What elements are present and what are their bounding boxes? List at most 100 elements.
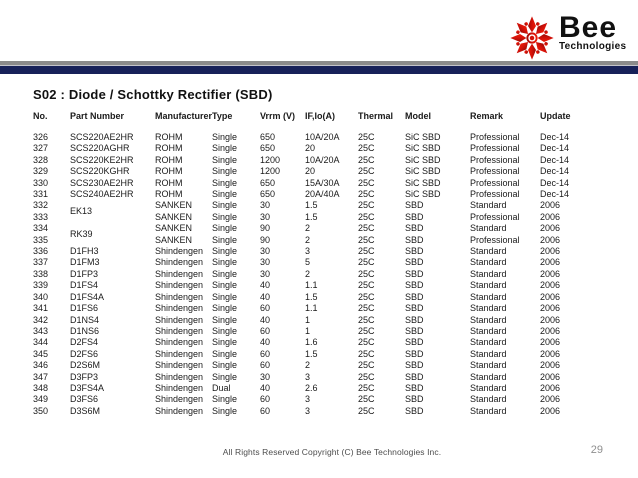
table-row: 331 SCS240AE2HR ROHM Single 650 20A/40A 25C SiC…	[33, 189, 600, 200]
cell-no: 336	[33, 246, 49, 257]
cell-thermal: 25C	[358, 371, 375, 382]
cell-update: 2006	[540, 360, 561, 371]
cell-update: 2006	[540, 246, 561, 257]
cell-type: Single	[212, 143, 238, 154]
cell-remark: Standard	[470, 325, 507, 336]
cell-update: Dec-14	[540, 177, 570, 188]
table-row: 340 D1FS4A Shindengen Single 40 1.5 25C SBD Stan…	[33, 292, 600, 303]
cell-no: 328	[33, 154, 49, 165]
cell-if_io: 3	[305, 394, 311, 405]
cell-update: 2006	[540, 325, 561, 336]
table-row: 330 SCS230AE2HR ROHM Single 650 15A/30A 25C SiC…	[33, 178, 600, 189]
cell-if_io: 2	[305, 268, 311, 279]
cell-vrrm: 30	[260, 257, 271, 268]
cell-type: Single	[212, 303, 238, 314]
cell-part: D1NS6	[70, 325, 100, 336]
cell-update: 2006	[540, 291, 561, 302]
cell-part: D3FP3	[70, 371, 99, 382]
column-header: No.	[33, 111, 48, 121]
table-row: 343 D1NS6 Shindengen Single 60 1 25C SBD Standar…	[33, 326, 600, 337]
cell-no: 340	[33, 291, 49, 302]
cell-part: SCS230AE2HR	[70, 177, 134, 188]
cell-thermal: 25C	[358, 325, 375, 336]
cell-model: SBD	[405, 382, 424, 393]
divider-gray-stripe	[0, 61, 638, 65]
cell-mfr: Shindengen	[155, 360, 204, 371]
cell-part: SCS220AE2HR	[70, 132, 134, 142]
cell-model: SBD	[405, 246, 424, 257]
cell-thermal: 25C	[358, 257, 375, 268]
cell-part: SCS240AE2HR	[70, 189, 134, 200]
cell-thermal: 25C	[358, 211, 375, 222]
cell-thermal: 25C	[358, 246, 375, 257]
table-row: 341 D1FS6 Shindengen Single 60 1.1 25C SBD Stand…	[33, 303, 600, 314]
cell-vrrm: 60	[260, 325, 271, 336]
cell-if_io: 20A/40A	[305, 189, 340, 200]
cell-thermal: 25C	[358, 132, 375, 142]
table-row: 326 SCS220AE2HR ROHM Single 650 10A/20A 25C SiC…	[33, 132, 600, 143]
table-row: 347 D3FP3 Shindengen Single 30 3 25C SBD Standar…	[33, 372, 600, 383]
page-number: 29	[590, 444, 603, 456]
cell-vrrm: 90	[260, 223, 271, 234]
table-row: 342 D1NS4 Shindengen Single 40 1 25C SBD Standar…	[33, 315, 600, 326]
cell-if_io: 2.6	[305, 382, 318, 393]
cell-model: SBD	[405, 257, 424, 268]
cell-model: SBD	[405, 303, 424, 314]
cell-vrrm: 1200	[260, 154, 281, 165]
cell-update: 2006	[540, 280, 561, 291]
cell-vrrm: 30	[260, 268, 271, 279]
cell-if_io: 3	[305, 246, 311, 257]
cell-update: 2006	[540, 405, 561, 416]
cell-model: SiC SBD	[405, 154, 441, 165]
cell-thermal: 25C	[358, 189, 375, 200]
cell-type: Single	[212, 211, 238, 222]
table-row: 339 D1FS4 Shindengen Single 40 1.1 25C SBD Stand…	[33, 280, 600, 291]
cell-part: SCS220KGHR	[70, 166, 130, 177]
table-row: 336 D1FH3 Shindengen Single 30 3 25C SBD Standar…	[33, 246, 600, 257]
cell-vrrm: 60	[260, 360, 271, 371]
column-header: Model	[405, 111, 431, 121]
cell-model: SiC SBD	[405, 166, 441, 177]
cell-vrrm: 1200	[260, 166, 281, 177]
cell-no: 329	[33, 166, 49, 177]
cell-type: Single	[212, 189, 238, 200]
cell-model: SBD	[405, 280, 424, 291]
cell-no: 326	[33, 132, 49, 142]
cell-mfr: Shindengen	[155, 337, 204, 348]
cell-type: Single	[212, 132, 238, 142]
table-row: 329 SCS220KGHR ROHM Single 1200 20 25C SiC SBD P…	[33, 166, 600, 177]
cell-vrrm: 60	[260, 405, 271, 416]
cell-model: SBD	[405, 371, 424, 382]
cell-vrrm: 650	[260, 132, 276, 142]
cell-mfr: Shindengen	[155, 303, 204, 314]
column-header: Type	[212, 111, 233, 121]
logo-brand: Bee	[559, 11, 618, 44]
cell-mfr: ROHM	[155, 132, 183, 142]
cell-if_io: 2	[305, 234, 311, 245]
cell-no: 330	[33, 177, 49, 188]
cell-remark: Professional	[470, 177, 520, 188]
cell-thermal: 25C	[358, 360, 375, 371]
cell-part: SCS220KE2HR	[70, 154, 134, 165]
column-header: Remark	[470, 111, 504, 121]
cell-vrrm: 40	[260, 314, 271, 325]
table-row: 327 SCS220AGHR ROHM Single 650 20 25C SiC SBD Pr…	[33, 143, 600, 154]
cell-type: Single	[212, 246, 238, 257]
cell-mfr: Shindengen	[155, 257, 204, 268]
cell-model: SBD	[405, 337, 424, 348]
cell-thermal: 25C	[358, 268, 375, 279]
cell-thermal: 25C	[358, 223, 375, 234]
cell-if_io: 1.5	[305, 211, 318, 222]
cell-no: 342	[33, 314, 49, 325]
cell-vrrm: 650	[260, 189, 276, 200]
cell-model: SiC SBD	[405, 143, 441, 154]
cell-model: SBD	[405, 291, 424, 302]
table-row: 333 SANKEN Single 30 1.5 25C SBD Professional 20…	[33, 212, 600, 223]
cell-update: Dec-14	[540, 143, 570, 154]
cell-update: 2006	[540, 223, 561, 234]
bee-starburst-icon	[510, 16, 554, 60]
cell-mfr: ROHM	[155, 154, 183, 165]
cell-update: Dec-14	[540, 166, 570, 177]
cell-part: D1FS4A	[70, 291, 105, 302]
header-divider-bar	[0, 61, 638, 74]
